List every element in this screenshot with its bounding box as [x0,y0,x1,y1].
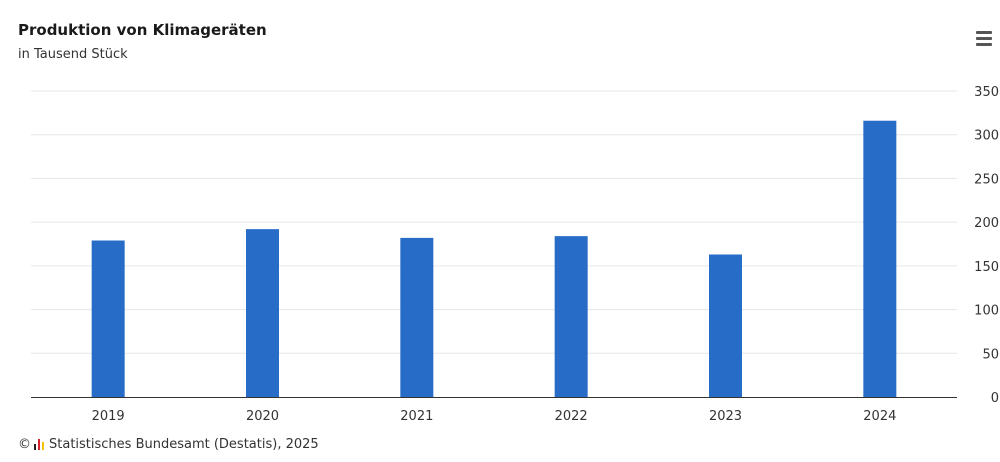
y-tick-label: 350 [974,85,999,100]
hamburger-menu-icon-line [976,43,992,46]
x-tick-label: 2023 [709,409,742,424]
bars [91,120,897,398]
y-tick-label: 0 [991,391,999,406]
bar-2024[interactable] [863,120,897,398]
y-tick-label: 50 [982,347,999,362]
x-tick-label: 2024 [863,409,896,424]
y-axis-tick-labels: 0 50 100 150 200 250 300 350 [974,85,999,406]
bar-2019[interactable] [91,240,125,397]
bar-2020[interactable] [246,229,279,397]
y-tick-label: 300 [974,129,999,144]
bar-2023[interactable] [709,254,742,397]
chart-credits[interactable]: © Statistisches Bundesamt (Destatis), 20… [18,437,319,452]
x-tick-label: 2022 [555,409,588,424]
hamburger-menu-icon-line [976,37,992,40]
x-axis-tick-labels: 2019 2020 2021 2022 2023 2024 [92,409,897,424]
y-tick-label: 200 [974,216,999,231]
y-tick-label: 150 [974,260,999,275]
hamburger-menu-icon [976,31,992,34]
x-tick-label: 2019 [92,409,125,424]
y-tick-label: 100 [974,304,999,319]
credits-text: Statistisches Bundesamt (Destatis), 2025 [49,437,319,452]
destatis-logo-icon [34,439,45,450]
chart-menu-button[interactable] [972,26,996,50]
x-tick-label: 2021 [400,409,433,424]
bar-2022[interactable] [554,236,588,397]
chart-subtitle: in Tausend Stück [18,47,128,62]
x-tick-label: 2020 [246,409,279,424]
chart-title: Produktion von Klimageräten [18,21,267,39]
y-tick-label: 250 [974,172,999,187]
grid-lines [31,90,957,354]
bar-2021[interactable] [400,237,434,397]
copyright-symbol: © [18,437,31,452]
